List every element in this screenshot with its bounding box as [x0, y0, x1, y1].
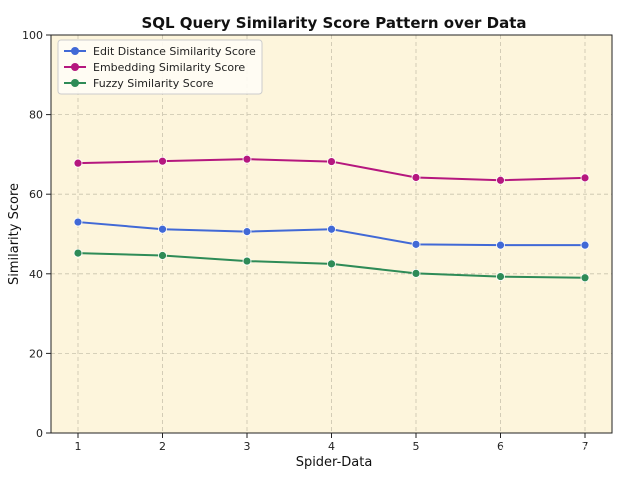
watermark-text: 知乎 @Paper易论 [466, 441, 588, 459]
data-point [496, 175, 505, 185]
y-tick-label: 20 [29, 347, 43, 360]
y-tick-label: 60 [29, 188, 43, 201]
data-point [158, 251, 167, 260]
legend-marker [71, 63, 79, 71]
data-point [73, 158, 83, 168]
x-tick-label: 6 [497, 440, 504, 453]
series-1 [73, 217, 590, 250]
data-point [580, 173, 590, 183]
y-tick-label: 40 [29, 268, 43, 281]
legend-marker [71, 47, 79, 55]
legend-marker [71, 79, 79, 87]
data-point [327, 224, 336, 234]
data-point [580, 273, 590, 283]
data-point [580, 240, 590, 250]
data-point [496, 272, 505, 281]
y-tick-label: 0 [36, 427, 43, 440]
data-point [411, 269, 421, 278]
series-3 [73, 248, 590, 283]
y-tick-label: 100 [22, 29, 43, 42]
data-point [411, 173, 421, 182]
x-tick-label: 1 [75, 440, 82, 453]
data-point [242, 227, 252, 237]
x-tick-label: 5 [413, 440, 420, 453]
y-tick-label: 80 [29, 109, 43, 122]
x-axis-label: Spider-Data [296, 455, 373, 470]
data-point [327, 259, 336, 269]
y-axis-label: Similarity Score [7, 183, 22, 285]
axes: 0 20 40 60 80 100 1 2 3 4 5 6 7 [22, 29, 613, 453]
data-point [73, 217, 83, 227]
x-tick-label: 7 [582, 440, 589, 453]
grid [51, 34, 612, 434]
series-layer [73, 154, 590, 283]
chart-title: SQL Query Similarity Score Pattern over … [141, 14, 526, 32]
data-point [242, 256, 252, 266]
legend-label: Edit Distance Similarity Score [93, 45, 256, 58]
legend-label: Embedding Similarity Score [93, 61, 245, 74]
data-point [411, 239, 421, 249]
x-tick-label: 4 [328, 440, 335, 453]
data-point [496, 240, 505, 250]
data-point [242, 154, 252, 164]
legend-box [57, 39, 263, 95]
legend: Edit Distance Similarity Score Embedding … [57, 39, 263, 95]
x-tick-label: 3 [244, 440, 251, 453]
data-point [327, 157, 336, 166]
data-point [158, 156, 167, 166]
data-point [73, 248, 83, 258]
x-tick-label: 2 [159, 440, 166, 453]
legend-label: Fuzzy Similarity Score [93, 77, 214, 90]
series-2 [73, 154, 590, 185]
data-point [158, 224, 167, 234]
